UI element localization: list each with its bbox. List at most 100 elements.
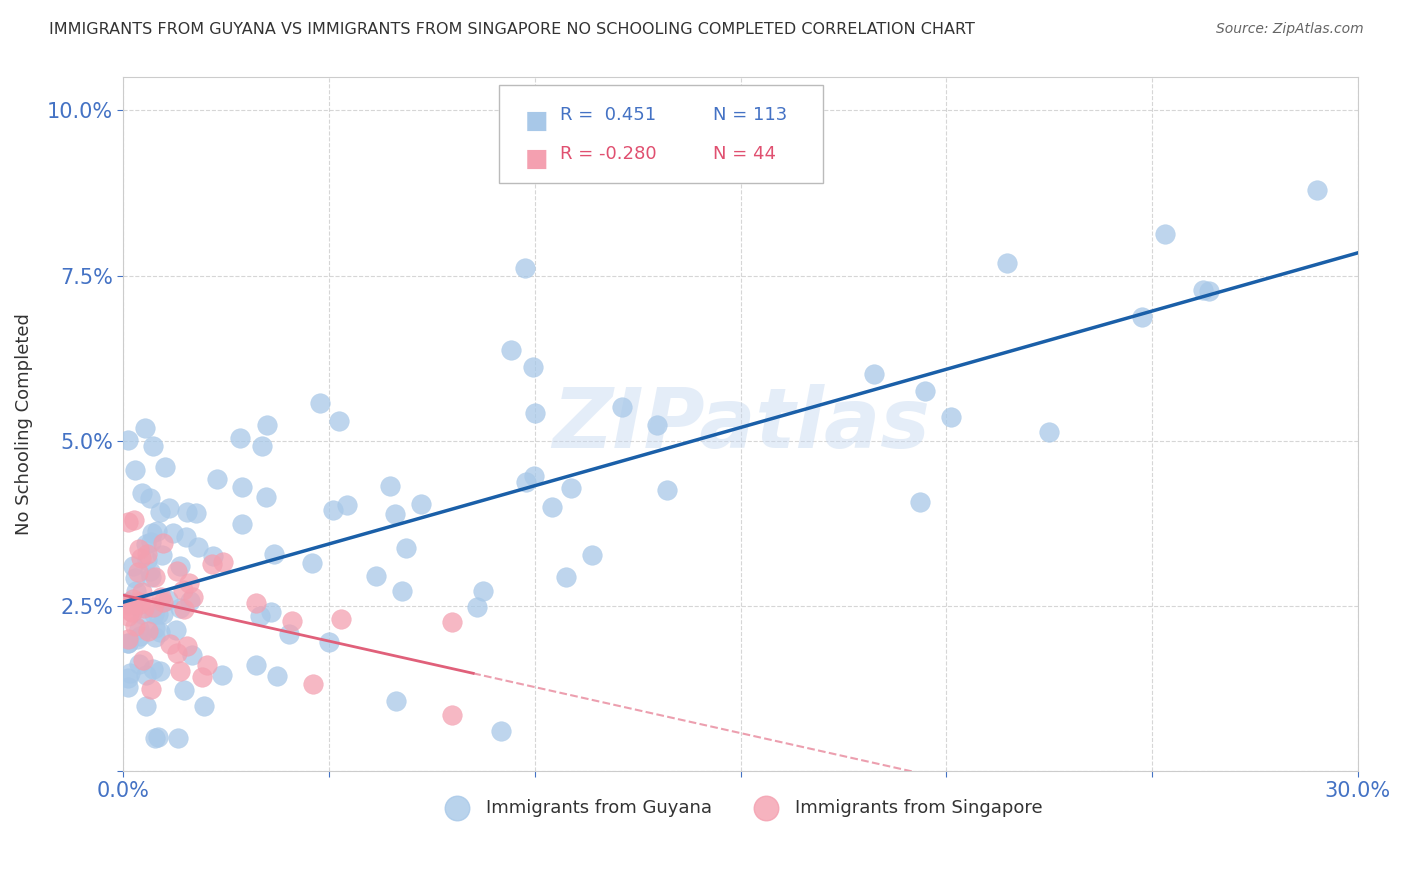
Point — [135, 668, 157, 682]
Point — [173, 602, 195, 616]
Point — [124, 571, 146, 585]
Point — [179, 594, 201, 608]
Point — [169, 558, 191, 573]
Point — [308, 395, 330, 409]
Point — [391, 583, 413, 598]
Point — [128, 657, 150, 671]
Point — [117, 596, 139, 610]
Point — [245, 658, 267, 673]
Point — [125, 632, 148, 646]
Point — [908, 495, 931, 509]
Point — [122, 513, 145, 527]
Point — [117, 516, 139, 530]
Point — [245, 596, 267, 610]
Point — [524, 406, 547, 420]
Point — [176, 505, 198, 519]
Point — [472, 583, 495, 598]
Point — [205, 472, 228, 486]
Point — [181, 648, 204, 663]
Point — [165, 623, 187, 637]
Point — [142, 599, 165, 614]
Y-axis label: No Schooling Completed: No Schooling Completed — [15, 313, 32, 535]
Point — [150, 549, 173, 563]
Point — [128, 541, 150, 556]
Point — [136, 624, 159, 639]
Point — [366, 569, 388, 583]
Point — [117, 636, 139, 650]
Point — [139, 535, 162, 549]
Point — [995, 256, 1018, 270]
Point — [149, 664, 172, 678]
Point — [301, 556, 323, 570]
Point — [263, 548, 285, 562]
Point — [134, 421, 156, 435]
Point — [124, 463, 146, 477]
Point — [336, 499, 359, 513]
Point — [250, 439, 273, 453]
Point — [132, 653, 155, 667]
Point — [260, 605, 283, 619]
Point — [135, 537, 157, 551]
Point — [166, 646, 188, 660]
Point — [256, 417, 278, 432]
Point — [142, 662, 165, 676]
Point — [173, 683, 195, 698]
Text: ■: ■ — [524, 109, 548, 133]
Text: N = 113: N = 113 — [713, 106, 787, 124]
Point — [201, 557, 224, 571]
Point — [142, 439, 165, 453]
Point — [156, 592, 179, 607]
Point — [145, 524, 167, 538]
Point — [129, 628, 152, 642]
Point — [145, 731, 167, 745]
Point — [176, 639, 198, 653]
Point — [515, 475, 537, 489]
Point — [522, 360, 544, 375]
Point — [169, 664, 191, 678]
Point — [139, 570, 162, 584]
Point — [1198, 284, 1220, 298]
Point — [128, 622, 150, 636]
Point — [231, 517, 253, 532]
Point — [581, 548, 603, 562]
Point — [513, 260, 536, 275]
Point — [318, 634, 340, 648]
Point — [166, 565, 188, 579]
Point — [146, 731, 169, 745]
Point — [142, 607, 165, 621]
Point — [157, 501, 180, 516]
Point — [149, 591, 172, 605]
Point — [266, 669, 288, 683]
Point — [152, 607, 174, 622]
Point — [131, 607, 153, 621]
Point — [124, 618, 146, 632]
Point — [195, 658, 218, 673]
Point — [489, 724, 512, 739]
Text: ■: ■ — [524, 147, 548, 171]
Legend: Immigrants from Guyana, Immigrants from Singapore: Immigrants from Guyana, Immigrants from … — [432, 791, 1050, 824]
Point — [121, 605, 143, 619]
Point — [117, 671, 139, 685]
Point — [231, 480, 253, 494]
Point — [117, 636, 139, 650]
Point — [328, 414, 350, 428]
Point — [1130, 310, 1153, 325]
Point — [441, 615, 464, 629]
Point — [136, 547, 159, 561]
Point — [187, 540, 209, 554]
Point — [499, 343, 522, 357]
Point — [129, 550, 152, 565]
Text: N = 44: N = 44 — [713, 145, 776, 162]
Point — [117, 632, 139, 646]
Point — [122, 591, 145, 606]
Point — [179, 575, 201, 590]
Point — [465, 599, 488, 614]
Point — [125, 584, 148, 599]
Point — [541, 500, 564, 514]
Point — [1191, 283, 1213, 297]
Point — [117, 608, 139, 623]
Point — [138, 564, 160, 578]
Point — [152, 595, 174, 609]
Point — [555, 570, 578, 584]
Point — [1038, 425, 1060, 439]
